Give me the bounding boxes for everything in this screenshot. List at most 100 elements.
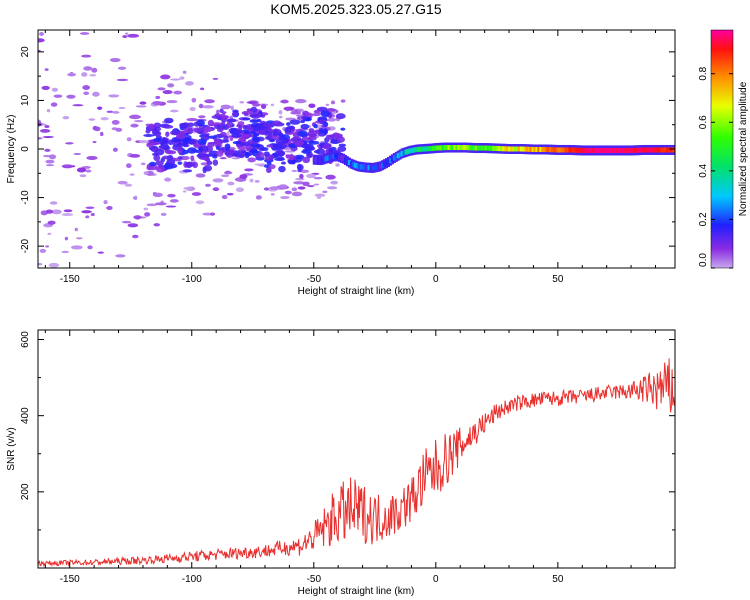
spectrogram-line-core bbox=[582, 147, 586, 153]
snr-ytick-label: 400 bbox=[20, 407, 31, 424]
spectrogram-ylabel: Frequency (Hz) bbox=[6, 115, 17, 184]
spectrogram-line-core bbox=[644, 147, 648, 153]
spectrogram-noise-blob bbox=[47, 220, 56, 225]
spectrogram-noise-blob bbox=[46, 108, 51, 113]
spectrogram-noise-blob bbox=[284, 190, 292, 195]
spectrogram-noise-blob bbox=[63, 209, 73, 213]
spectrogram-line-core bbox=[455, 145, 459, 151]
spectrogram-line-core bbox=[500, 146, 504, 152]
spectrogram-noise-blob bbox=[325, 174, 336, 180]
spectrogram-cluster-blob bbox=[280, 161, 287, 165]
spectrogram-noise-blob bbox=[182, 190, 187, 193]
spectrogram-line-core bbox=[451, 145, 455, 151]
spectrogram-line-core bbox=[511, 146, 515, 152]
spectrogram-noise-blob bbox=[226, 131, 230, 137]
spectrogram-cluster-blob bbox=[269, 138, 275, 143]
spectrogram-line-core bbox=[424, 146, 428, 152]
spectrogram-noise-blob bbox=[81, 210, 92, 214]
spectrogram-noise-blob bbox=[38, 263, 43, 266]
spectrogram-noise-blob bbox=[169, 109, 179, 113]
spectrogram-line-core bbox=[408, 148, 412, 154]
spectrogram-noise-blob bbox=[94, 126, 101, 132]
spectrogram-cluster-blob bbox=[165, 131, 170, 137]
spectrogram-line-core bbox=[535, 146, 539, 152]
spectrogram-line-core bbox=[383, 161, 387, 167]
spectrogram-line-core bbox=[439, 145, 443, 151]
spectrogram-cluster-blob bbox=[310, 133, 317, 137]
spectrogram-line-core bbox=[328, 154, 332, 160]
spectrogram-noise-blob bbox=[327, 117, 337, 122]
spectrogram-noise-blob bbox=[179, 76, 185, 80]
spectrogram-noise-blob bbox=[293, 181, 305, 185]
spectrogram-cluster-blob bbox=[302, 156, 311, 164]
spectrogram-noise-blob bbox=[115, 254, 126, 258]
spectrogram-cluster-blob bbox=[238, 125, 243, 132]
spectrogram-noise-blob bbox=[85, 206, 95, 209]
spectrogram-noise-blob bbox=[129, 173, 135, 176]
spectrogram-noise-blob bbox=[144, 212, 151, 217]
spectrogram-line-core bbox=[603, 147, 607, 153]
spectrogram-cluster-blob bbox=[291, 159, 296, 165]
snr-frame bbox=[37, 329, 676, 569]
spectrogram-noise-blob bbox=[72, 104, 84, 107]
spectrogram-noise-blob bbox=[109, 58, 121, 63]
spectrogram-ytick-label: -20 bbox=[20, 238, 31, 253]
spectrogram-line-core bbox=[529, 146, 533, 152]
spectrogram-line-core bbox=[441, 145, 445, 151]
spectrogram-cluster-blob bbox=[261, 147, 269, 152]
spectrogram-line-core bbox=[547, 147, 551, 153]
spectrogram-line-core bbox=[498, 146, 502, 152]
spectrogram-noise-blob bbox=[85, 215, 90, 219]
spectrogram-line-core bbox=[474, 145, 478, 151]
spectrogram-xtick-label: -50 bbox=[307, 274, 322, 285]
spectrogram-line-core bbox=[601, 147, 605, 153]
spectrogram-cluster-blob bbox=[187, 147, 197, 154]
spectrogram-line-core bbox=[435, 145, 439, 151]
spectrogram-cluster-blob bbox=[300, 143, 310, 149]
spectrogram-cluster-blob bbox=[230, 127, 239, 131]
spectrogram-line-core bbox=[426, 146, 430, 152]
spectrogram-cluster-blob bbox=[260, 152, 265, 158]
colorbar-tick-label: 0.8 bbox=[698, 66, 709, 80]
spectrogram-noise-blob bbox=[285, 106, 290, 112]
spectrogram-line-core bbox=[492, 145, 496, 151]
spectrogram-noise-blob bbox=[152, 101, 163, 106]
spectrogram-noise-blob bbox=[134, 195, 138, 201]
spectrogram-cluster-blob bbox=[161, 155, 171, 160]
spectrogram-line-core bbox=[445, 145, 449, 151]
spectrogram-line-core bbox=[523, 146, 527, 152]
spectrogram-line-core bbox=[349, 161, 353, 167]
spectrogram-noise-blob bbox=[139, 101, 147, 105]
spectrogram-line-core bbox=[597, 147, 601, 153]
spectrogram-cluster-blob bbox=[202, 166, 207, 174]
spectrogram-noise-blob bbox=[38, 137, 43, 140]
spectrogram-cluster-blob bbox=[177, 161, 183, 165]
spectrogram-noise-blob bbox=[314, 193, 326, 197]
spectrogram-line-core bbox=[652, 147, 656, 153]
spectrogram-line-core bbox=[506, 146, 510, 152]
spectrogram-line-core bbox=[591, 147, 595, 153]
spectrogram-noise-blob bbox=[47, 232, 52, 236]
spectrogram-noise-blob bbox=[135, 105, 147, 108]
spectrogram-line-core bbox=[615, 147, 619, 153]
spectrogram-noise-blob bbox=[308, 103, 316, 108]
spectrogram-line-core bbox=[396, 153, 400, 159]
spectrogram-cluster-blob bbox=[307, 140, 314, 144]
snr-xtick-label: -150 bbox=[60, 574, 80, 585]
spectrogram-line-core bbox=[324, 156, 328, 162]
spectrogram-noise-blob bbox=[166, 99, 178, 104]
snr-xtick-label: -100 bbox=[182, 574, 202, 585]
spectrogram-noise-blob bbox=[313, 183, 320, 186]
spectrogram-noise-blob bbox=[73, 152, 82, 156]
spectrogram-noise-blob bbox=[170, 78, 181, 81]
spectrogram-line-core bbox=[427, 146, 431, 152]
spectrogram-cluster-blob bbox=[165, 150, 177, 155]
spectrogram-line-core bbox=[453, 145, 457, 151]
spectrogram-cluster-blob bbox=[251, 136, 259, 142]
snr-ytick-label: 200 bbox=[20, 483, 31, 500]
spectrogram-cluster-blob bbox=[219, 131, 227, 137]
spectrogram-line-core bbox=[449, 145, 453, 151]
snr-xlabel: Height of straight line (km) bbox=[298, 586, 415, 597]
spectrogram-line-core bbox=[508, 146, 512, 152]
